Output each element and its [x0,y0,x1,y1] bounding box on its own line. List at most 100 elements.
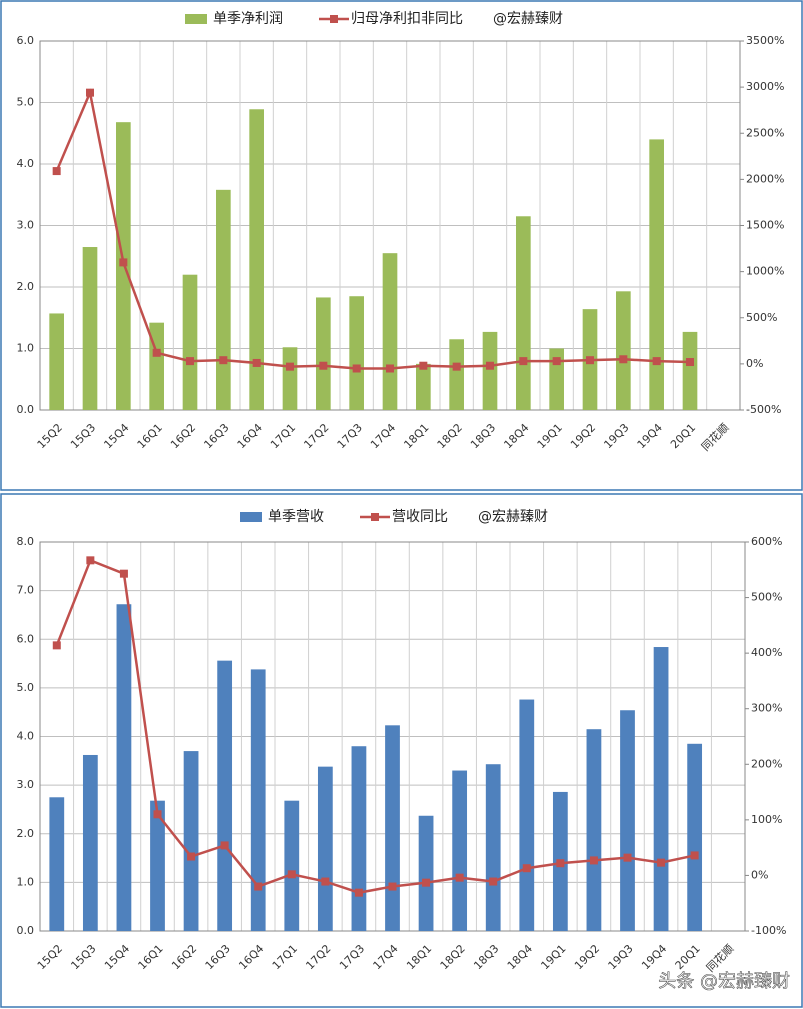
bar [282,347,298,410]
y2-tick-label: 100% [751,813,782,826]
bar [586,729,602,931]
bar [250,669,266,931]
bar [682,331,698,410]
marker [552,357,561,366]
bar [183,751,199,931]
marker [422,878,431,887]
marker [86,556,95,565]
marker [52,167,61,176]
legend-label: 归母净利扣非同比 [351,10,463,27]
legend-note: @宏赫臻财 [478,509,548,525]
bar [182,274,198,410]
marker [486,361,494,370]
marker [286,362,294,371]
line [55,558,695,894]
y2-tick-label: 500% [751,591,782,604]
marker [589,856,598,865]
y2-tick-label: 2500% [746,126,784,139]
marker [556,859,565,868]
marker [386,364,394,373]
bar [217,660,233,931]
bar [116,604,132,931]
legend-marker [330,15,338,23]
bar [649,139,664,410]
marker [321,877,330,886]
legend-marker [371,513,379,521]
bar [249,109,264,410]
marker [254,882,263,891]
y2-tick-label: 3500% [746,34,784,47]
legend-note: @宏赫臻财 [493,11,563,27]
marker [352,364,361,373]
marker [152,348,161,357]
legend-label: 单季营收 [268,509,324,525]
bar [150,800,165,931]
marker [519,357,528,366]
bar [485,764,501,931]
marker [652,357,661,366]
bar [452,770,468,931]
bar [382,253,398,410]
bar [317,766,333,931]
bar [351,746,367,931]
y-tick-label: 3.0 [17,778,35,791]
bar [284,800,300,931]
y2-tick-label: 1500% [746,219,784,232]
y2-tick-label: 300% [751,702,782,715]
y-tick-label: 4.0 [17,730,35,743]
y-tick-label: 0.0 [17,924,35,937]
bar [49,797,65,931]
y2-tick-label: 1000% [746,265,784,278]
bar [449,339,464,410]
line [55,88,691,370]
y2-tick-label: 500% [746,311,777,324]
bar [687,743,703,931]
y-tick-label: 3.0 [17,219,35,232]
y2-tick-label: 200% [751,757,782,770]
bar [653,647,669,931]
y-tick-label: 1.0 [17,875,35,888]
bar [316,297,331,410]
marker [657,858,666,867]
marker [686,358,694,367]
bar [416,363,431,410]
y2-tick-label: 0% [751,868,768,881]
marker [220,841,229,850]
bar [216,189,231,410]
bar [49,313,64,410]
y-tick-label: 0.0 [17,403,35,416]
bar [82,247,98,410]
bar [519,699,535,931]
y-tick-label: 5.0 [17,681,35,694]
y-tick-label: 7.0 [17,584,35,597]
y-tick-label: 4.0 [17,157,35,170]
marker [252,358,261,367]
y-tick-label: 2.0 [17,827,35,840]
marker [690,851,699,860]
marker [52,641,61,650]
marker [489,877,498,886]
marker [287,870,296,879]
bar [418,815,434,931]
y-tick-label: 2.0 [17,280,35,293]
bar [82,754,98,931]
y2-tick-label: 2000% [746,172,784,185]
marker [452,362,461,371]
bar [385,725,400,931]
panel [0,493,803,1008]
bar [620,710,635,931]
bar [616,291,631,410]
marker [119,569,128,578]
marker [219,356,228,365]
marker [319,361,328,370]
watermark: 头条 @宏赫臻财 [658,971,790,992]
marker [186,357,194,366]
legend-swatch [240,512,262,522]
marker [455,873,464,882]
legend-label: 单季净利润 [213,11,283,27]
bar [482,331,498,410]
bar [349,296,364,410]
marker [419,361,428,370]
marker [388,882,397,891]
y-tick-label: 5.0 [17,96,35,109]
